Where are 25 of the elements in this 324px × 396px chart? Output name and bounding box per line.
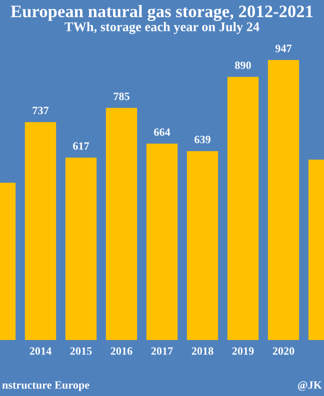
x-tick-label: 2020 — [272, 347, 294, 355]
data-label: 785 — [114, 92, 130, 100]
x-tick-label: 2019 — [232, 347, 254, 355]
data-label: 890 — [235, 62, 251, 70]
bar — [106, 108, 138, 340]
data-label: 617 — [73, 142, 90, 150]
bar — [146, 144, 178, 340]
x-tick-label: 2017 — [151, 347, 173, 355]
data-label: 947 — [275, 44, 292, 52]
chart-subtitle: TWh, storage each year on July 24 — [64, 22, 260, 34]
x-tick-label: 2016 — [110, 347, 132, 355]
text: nstructure Europe — [2, 381, 90, 392]
x-tick-label: 2015 — [70, 347, 92, 355]
bar — [65, 158, 97, 340]
data-label: 664 — [154, 128, 170, 136]
x-tick-label: 2014 — [30, 347, 52, 355]
bar — [24, 122, 56, 340]
text: @JK — [298, 381, 322, 391]
x-tick-label: 2018 — [192, 347, 214, 355]
bar — [268, 60, 300, 340]
chart-title: European natural gas storage, 2012-2021 — [10, 5, 313, 21]
bar — [186, 151, 218, 340]
bar — [227, 76, 259, 340]
data-label: 737 — [32, 106, 49, 114]
data-label: 639 — [194, 136, 210, 144]
